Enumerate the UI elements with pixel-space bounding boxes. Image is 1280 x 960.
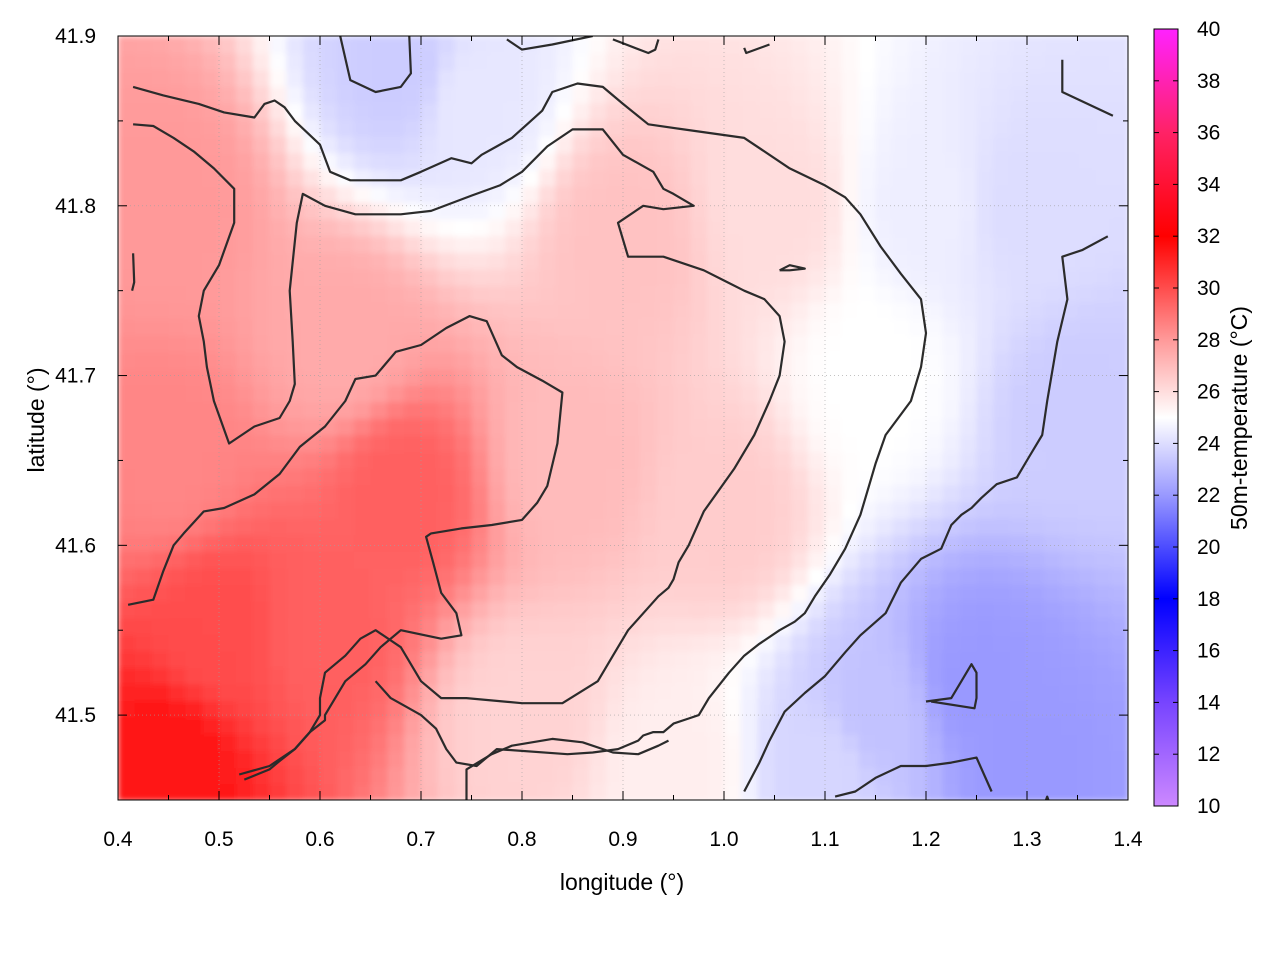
- colorbar-tick-label: 38: [1197, 70, 1220, 93]
- colorbar-tick-label: 30: [1197, 277, 1220, 300]
- contour-line: [133, 123, 786, 781]
- colorbar-tick-label: 32: [1197, 225, 1220, 248]
- colorbar-tick-label: 24: [1197, 432, 1221, 455]
- colorbar-tick-label: 36: [1197, 122, 1220, 145]
- y-axis-title: latitude (°): [23, 367, 49, 472]
- temperature-contours: [127, 36, 1114, 800]
- contour-line: [612, 38, 660, 55]
- plot-grid: [118, 36, 1128, 800]
- x-tick-label: 1.2: [911, 828, 940, 851]
- colorbar-title: 50m-temperature (°C): [1226, 306, 1252, 530]
- colorbar-tick-label: 34: [1197, 173, 1221, 196]
- contour-line: [127, 315, 564, 776]
- x-tick-label: 0.4: [103, 828, 133, 851]
- colorbar-axis: 10 12 14 16 18 20 22 24 26 28 30 32 34 36 38 40: [1154, 18, 1221, 818]
- colorbar-tick-label: 28: [1197, 329, 1220, 352]
- contour-line: [779, 264, 806, 272]
- x-tick-label: 0.6: [305, 828, 334, 851]
- colorbar-tick-label: 14: [1197, 691, 1221, 714]
- x-tick-label: 0.7: [406, 828, 435, 851]
- x-tick-label: 1.0: [709, 828, 738, 851]
- x-axis: 0.4 0.5 0.6 0.7 0.8 0.9 1.0 1.1 1.2 1.3 1.4: [103, 36, 1143, 851]
- contour-line: [925, 663, 978, 710]
- contour-line: [1061, 59, 1114, 117]
- x-tick-label: 0.8: [507, 828, 536, 851]
- contour-line: [834, 756, 993, 798]
- colorbar-tick-label: 16: [1197, 640, 1220, 663]
- colorbar-tick-label: 10: [1197, 795, 1220, 818]
- contour-line: [743, 43, 770, 55]
- x-tick-label: 0.9: [608, 828, 637, 851]
- colorbar-tick-label: 20: [1197, 536, 1220, 559]
- colorbar-tick-label: 22: [1197, 484, 1220, 507]
- x-axis-title: longitude (°): [560, 869, 684, 895]
- contour-line: [131, 253, 136, 291]
- y-tick-label: 41.6: [55, 534, 96, 557]
- x-tick-label: 0.5: [204, 828, 233, 851]
- contour-line: [743, 235, 1109, 793]
- y-axis: 41.5 41.6 41.7 41.8 41.9: [55, 25, 1128, 801]
- y-tick-label: 41.8: [55, 195, 96, 218]
- contour-line: [1044, 795, 1050, 800]
- contour-line: [132, 82, 928, 768]
- x-tick-label: 1.4: [1113, 828, 1143, 851]
- x-tick-label: 1.3: [1012, 828, 1041, 851]
- x-tick-label: 1.1: [810, 828, 839, 851]
- heatmap-field: [118, 36, 1128, 800]
- contour-line: [339, 36, 412, 94]
- y-tick-label: 41.9: [55, 25, 96, 48]
- colorbar-tick-label: 18: [1197, 588, 1220, 611]
- y-tick-label: 41.5: [55, 704, 96, 727]
- colorbar-tick-label: 26: [1197, 381, 1220, 404]
- colorbar: [1153, 28, 1179, 807]
- colorbar-tick-label: 40: [1197, 18, 1220, 41]
- colorbar-tick-label: 12: [1197, 743, 1220, 766]
- y-tick-label: 41.7: [55, 365, 96, 388]
- contour-line: [465, 737, 669, 800]
